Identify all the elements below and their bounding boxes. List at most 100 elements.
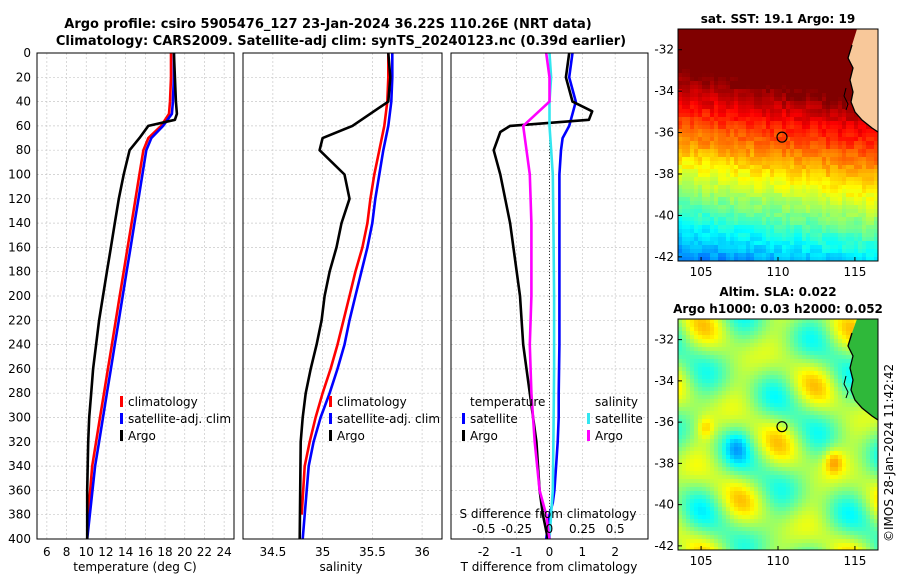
heatmap-cell [718,419,723,424]
heatmap-cell [698,407,703,412]
heatmap-cell [794,45,799,50]
heatmap-cell [690,81,695,86]
heatmap-cell [802,379,807,384]
heatmap-cell [850,411,855,416]
heatmap-cell [814,93,819,98]
heatmap-cell [838,61,843,66]
heatmap-cell [858,225,863,230]
heatmap-cell [830,197,835,202]
heatmap-cell [742,323,747,328]
heatmap-cell [806,379,811,384]
heatmap-cell [774,33,779,38]
heatmap-cell [714,335,719,340]
heatmap-cell [822,343,827,348]
heatmap-cell [814,81,819,86]
heatmap-cell [866,169,871,174]
heatmap-cell [694,169,699,174]
heatmap-cell [778,165,783,170]
heatmap-cell [814,439,819,444]
heatmap-cell [686,407,691,412]
heatmap-cell [790,173,795,178]
heatmap-cell [830,157,835,162]
heatmap-cell [858,153,863,158]
heatmap-cell [742,229,747,234]
heatmap-cell [830,165,835,170]
heatmap-cell [778,73,783,78]
heatmap-cell [854,173,859,178]
heatmap-cell [742,335,747,340]
heatmap-cell [686,109,691,114]
heatmap-cell [678,125,683,130]
heatmap-cell [706,355,711,360]
heatmap-cell [766,137,771,142]
heatmap-cell [758,379,763,384]
heatmap-cell [798,81,803,86]
heatmap-cell [730,157,735,162]
heatmap-cell [738,101,743,106]
heatmap-cell [734,33,739,38]
heatmap-cell [818,169,823,174]
heatmap-cell [862,189,867,194]
heatmap-cell [810,29,815,34]
heatmap-cell [838,339,843,344]
heatmap-cell [678,343,683,348]
heatmap-cell [858,121,863,126]
heatmap-cell [702,125,707,130]
heatmap-cell [802,391,807,396]
heatmap-cell [766,319,771,324]
heatmap-cell [778,423,783,428]
heatmap-cell [850,229,855,234]
heatmap-cell [742,363,747,368]
heatmap-cell [754,423,759,428]
heatmap-cell [758,29,763,34]
heatmap-cell [738,177,743,182]
heatmap-cell [806,383,811,388]
heatmap-cell [790,249,795,254]
heatmap-cell [754,399,759,404]
heatmap-cell [758,101,763,106]
heatmap-cell [778,121,783,126]
heatmap-cell [778,221,783,226]
heatmap-cell [834,439,839,444]
heatmap-cell [742,375,747,380]
heatmap-cell [758,201,763,206]
heatmap-cell [830,375,835,380]
heatmap-cell [722,383,727,388]
heatmap-cell [706,359,711,364]
heatmap-cell [830,97,835,102]
heatmap-cell [690,41,695,46]
heatmap-cell [822,209,827,214]
heatmap-cell [866,185,871,190]
heatmap-cell [694,335,699,340]
legend-marker-argo [120,430,123,441]
heatmap-cell [750,411,755,416]
heatmap-cell [750,435,755,440]
heatmap-cell [774,249,779,254]
heatmap-cell [774,201,779,206]
heatmap-cell [698,85,703,90]
heatmap-cell [782,347,787,352]
heatmap-cell [858,419,863,424]
heatmap-cell [766,335,771,340]
heatmap-cell [746,443,751,448]
heatmap-cell [806,77,811,82]
heatmap-cell [710,443,715,448]
heatmap-cell [694,383,699,388]
heatmap-cell [762,81,767,86]
heatmap-cell [738,229,743,234]
heatmap-cell [770,85,775,90]
heatmap-cell [762,363,767,368]
heatmap-cell [766,113,771,118]
heatmap-cell [726,141,731,146]
heatmap-cell [794,351,799,356]
heatmap-cell [854,197,859,202]
heatmap-cell [774,229,779,234]
heatmap-cell [698,217,703,222]
legend-title-temperature: temperature [470,395,545,409]
heatmap-cell [722,399,727,404]
heatmap-cell [686,435,691,440]
heatmap-cell [834,395,839,400]
heatmap-cell [794,37,799,42]
heatmap-cell [678,145,683,150]
heatmap-cell [810,217,815,222]
